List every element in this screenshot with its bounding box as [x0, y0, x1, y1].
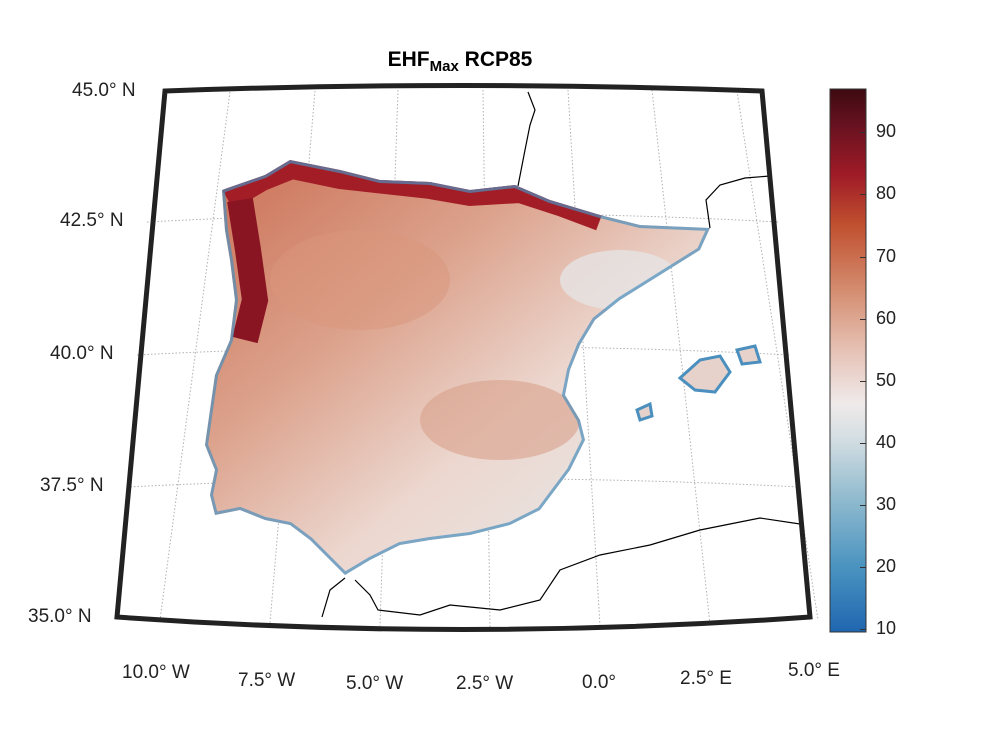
colorbar-tick-label: 20: [876, 555, 897, 576]
heat-field: [205, 160, 710, 575]
colorbar-tick-label: 30: [876, 493, 897, 514]
lon-label-5w: 5.0° W: [346, 673, 404, 694]
colorbar-tick-mark: [860, 504, 866, 506]
colorbar-tick-mark: [860, 380, 866, 382]
lon-label-5e: 5.0° E: [788, 660, 840, 681]
colorbar-tick-mark: [860, 442, 866, 444]
lat-label-45: 45.0° N: [72, 80, 136, 101]
lat-label-40: 40.0° N: [50, 343, 114, 364]
lat-label-42-5: 42.5° N: [60, 210, 124, 231]
colorbar-tick-label: 90: [876, 121, 897, 142]
colorbar-tick-label: 40: [876, 431, 897, 452]
map-frame: [114, 83, 813, 632]
colorbar-tick-mark: [860, 318, 866, 320]
colorbar-tick-label: 60: [876, 307, 897, 328]
balearic-islands: [635, 344, 762, 422]
colorbar-tick-label: 70: [876, 245, 897, 266]
lon-label-0: 0.0°: [582, 672, 617, 693]
colorbar-tick-mark: [860, 194, 866, 196]
colorbar-tick-mark: [860, 256, 866, 258]
lon-label-2-5e: 2.5° E: [680, 668, 732, 689]
colorbar-tick-mark: [860, 628, 866, 630]
lat-label-35: 35.0° N: [28, 606, 92, 627]
coastlines: [321, 91, 801, 618]
colorbar: [829, 88, 867, 633]
lon-label-10w: 10.0° W: [122, 662, 190, 683]
colorbar-tick-mark: [860, 566, 866, 568]
lat-label-37-5: 37.5° N: [40, 475, 104, 496]
lon-label-2-5w: 2.5° W: [456, 673, 514, 694]
colorbar-tick-label: 10: [876, 617, 897, 638]
colorbar-tick-mark: [860, 132, 866, 134]
map-title: EHFMax RCP85: [387, 48, 533, 76]
colorbar-tick-label: 80: [876, 183, 897, 204]
lon-label-7-5w: 7.5° W: [238, 670, 296, 691]
colorbar-tick-label: 50: [876, 369, 897, 390]
